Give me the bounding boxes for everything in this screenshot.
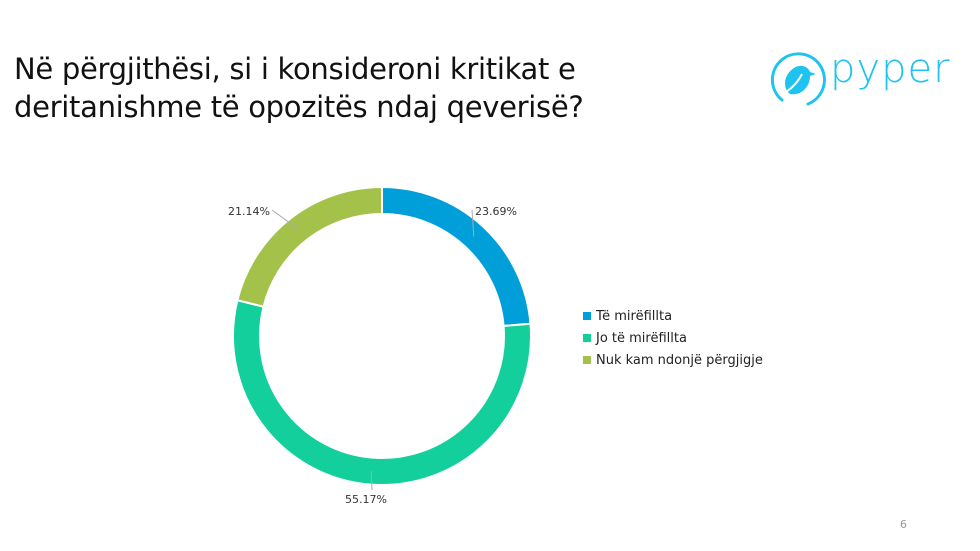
legend-item-jo-te-mirefillta: Jo të mirëfillta: [583, 327, 763, 349]
data-label-2: 21.14%: [228, 205, 270, 218]
legend-item-nuk-kam-pergjigje: Nuk kam ndonjë përgjigje: [583, 349, 763, 371]
legend-label: Jo të mirëfillta: [596, 330, 687, 346]
donut-slices: [232, 185, 532, 486]
data-label-0: 23.69%: [475, 205, 517, 218]
slide-title: Në përgjithësi, si i konsideroni kritika…: [14, 50, 714, 126]
donut-slice-2: [236, 185, 383, 308]
legend-swatch: [583, 356, 591, 364]
data-label-1: 55.17%: [345, 493, 387, 506]
legend-swatch: [583, 334, 591, 342]
pyper-logo: pyper: [768, 46, 958, 112]
bird-in-circle-icon: [770, 52, 826, 106]
page-number: 6: [900, 518, 907, 531]
title-line-1: Në përgjithësi, si i konsideroni kritika…: [14, 52, 576, 86]
leader-lines: [271, 209, 475, 491]
logo-text: pyper: [830, 46, 951, 92]
donut-slice-1: [232, 299, 532, 486]
legend-item-te-mirefillta: Të mirëfillta: [583, 305, 763, 327]
chart-legend: Të mirëfillta Jo të mirëfillta Nuk kam n…: [583, 305, 763, 371]
legend-label: Nuk kam ndonjë përgjigje: [596, 352, 763, 368]
legend-label: Të mirëfillta: [596, 308, 673, 324]
title-line-2: deritanishme të opozitës ndaj qeverisë?: [14, 90, 584, 124]
legend-swatch: [583, 312, 591, 320]
